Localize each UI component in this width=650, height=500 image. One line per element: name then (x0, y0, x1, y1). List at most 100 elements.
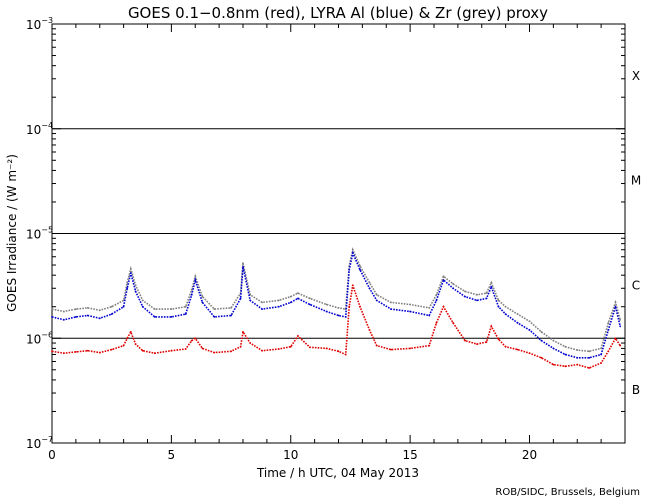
data-point (194, 279, 197, 281)
series-trace (51, 250, 621, 359)
data-point (540, 356, 543, 359)
data-point (98, 309, 101, 312)
data-point (576, 349, 579, 351)
data-point (390, 301, 392, 304)
data-point (600, 347, 602, 350)
data-point (51, 316, 53, 318)
data-point (375, 344, 378, 347)
x-axis-label: Time / h UTC, 04 May 2013 (256, 466, 419, 480)
data-point (344, 353, 347, 356)
data-point (428, 307, 431, 309)
data-point (516, 313, 519, 315)
y-tick-label: 10−5 (26, 226, 53, 242)
data-point (75, 351, 77, 353)
data-point (337, 314, 340, 317)
data-point (375, 299, 378, 302)
data-point (190, 293, 193, 296)
data-point (51, 350, 53, 353)
data-point (213, 351, 216, 354)
data-point (576, 363, 579, 366)
data-point (110, 348, 113, 351)
data-point (409, 347, 411, 350)
data-point (351, 248, 354, 251)
data-point (239, 297, 242, 300)
data-point (213, 316, 216, 318)
data-point (614, 301, 617, 304)
data-point (504, 313, 507, 315)
data-point (230, 350, 233, 353)
data-point (170, 349, 173, 352)
flare-class-x: X (632, 69, 640, 83)
data-point (134, 343, 137, 345)
data-point (516, 322, 519, 324)
data-point (607, 350, 610, 353)
series-lyra-zr-proxy (51, 247, 622, 353)
data-point (239, 345, 242, 348)
data-point (242, 266, 244, 268)
data-point (428, 344, 431, 347)
data-point (435, 299, 438, 302)
data-point (607, 322, 610, 324)
data-point (201, 295, 204, 298)
data-point (485, 297, 488, 300)
data-point (552, 363, 555, 366)
data-point (442, 275, 445, 278)
data-point (528, 352, 531, 355)
flare-class-lines (52, 128, 625, 339)
data-point (242, 331, 244, 333)
data-point (126, 287, 129, 290)
data-point (428, 314, 431, 317)
data-point (337, 307, 340, 309)
data-point (190, 339, 193, 342)
data-point (75, 316, 77, 318)
data-point (141, 349, 144, 352)
data-point (184, 305, 187, 308)
data-point (485, 341, 488, 343)
data-point (464, 290, 466, 293)
data-point (490, 281, 493, 284)
data-point (351, 284, 354, 287)
data-point (344, 316, 347, 318)
data-point (452, 322, 454, 324)
data-point (564, 345, 567, 348)
data-point (442, 279, 445, 281)
data-point (490, 285, 493, 288)
data-point (51, 308, 53, 310)
data-point (588, 350, 591, 353)
data-point (600, 353, 602, 356)
data-point (122, 344, 125, 347)
data-point (359, 305, 361, 308)
data-point (297, 297, 299, 300)
data-point (619, 325, 622, 328)
data-point (297, 335, 299, 337)
data-point (409, 310, 411, 313)
flare-class-m: M (631, 174, 641, 188)
data-point (153, 316, 156, 318)
data-point (409, 303, 411, 306)
data-point (153, 308, 156, 310)
data-point (485, 292, 488, 294)
data-point (242, 262, 244, 265)
data-point (600, 362, 602, 364)
data-point (325, 303, 328, 306)
data-point (194, 337, 197, 340)
data-point (504, 305, 507, 308)
data-point (435, 293, 438, 296)
data-point (528, 329, 531, 331)
data-point (435, 322, 438, 324)
data-point (170, 316, 173, 318)
data-point (588, 367, 591, 369)
data-point (309, 303, 311, 306)
y-tick-label: 10−6 (26, 330, 53, 346)
data-point (619, 318, 622, 321)
data-point (368, 287, 371, 290)
x-tick-label: 20 (522, 448, 537, 462)
data-point (126, 337, 129, 340)
data-point (129, 267, 132, 270)
data-point (564, 365, 567, 368)
data-point (134, 290, 137, 293)
data-point (297, 292, 299, 294)
data-point (464, 295, 466, 298)
series-goes-0-1-0-8nm (51, 284, 622, 369)
